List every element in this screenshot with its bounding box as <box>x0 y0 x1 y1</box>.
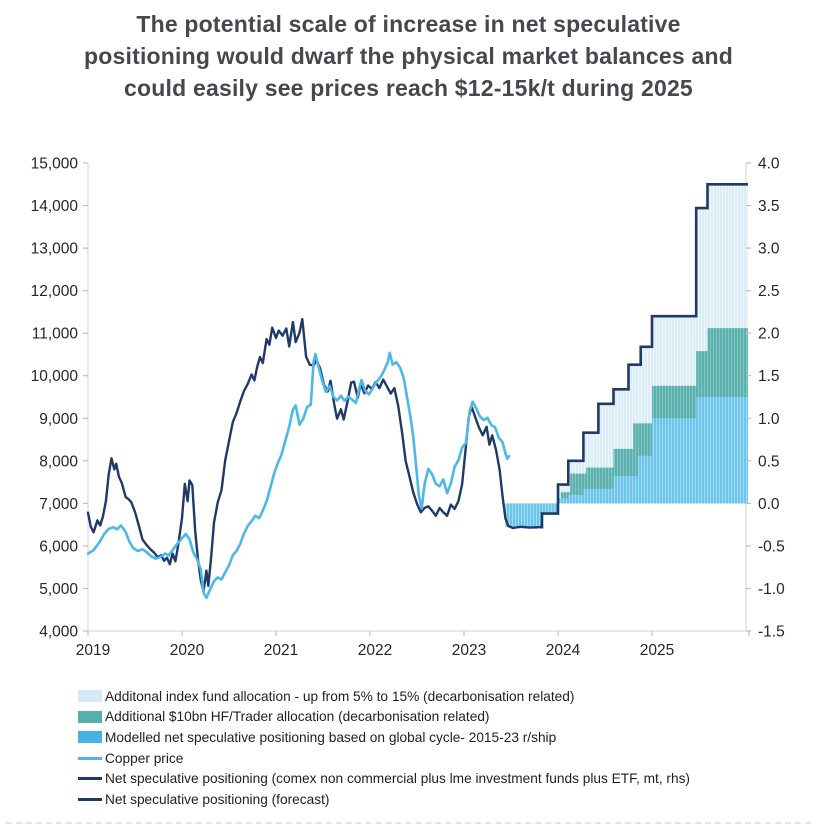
x-axis-tick-label: 2022 <box>358 642 392 659</box>
legend-index-fund-allocation-swatch <box>78 690 102 703</box>
right-axis-tick-label: 3.5 <box>758 198 780 215</box>
chart-title-line-2: positioning would dwarf the physical mar… <box>84 43 733 69</box>
legend-copper-price-swatch <box>78 756 102 760</box>
left-axis-tick-label: 14,000 <box>31 198 79 215</box>
legend-net-spec-forecast-swatch <box>78 797 102 801</box>
right-axis-tick-label: 1.0 <box>758 411 780 428</box>
right-axis-tick-label: 1.5 <box>758 368 780 385</box>
net-spec-positioning-line <box>86 317 542 593</box>
right-axis-tick-label: 2.5 <box>758 283 780 300</box>
x-axis-tick-label: 2020 <box>170 642 205 659</box>
x-axis-tick-label: 2021 <box>264 642 298 659</box>
right-axis: 4.0 3.5 3.0 2.5 2.0 1.5 1.0 0.5 0.0 -0.5 -1.0 -1.5 <box>746 156 785 641</box>
legend-index-fund-allocation-label: Additonal index fund allocation - up fro… <box>105 688 575 704</box>
left-axis-tick-label: 12,000 <box>31 283 79 300</box>
net-spec-forecast-line <box>540 183 748 529</box>
x-axis: 2019 2020 2021 2022 2023 2024 2025 <box>76 631 750 659</box>
legend-hf-trader-allocation: Additional $10bn HF/Trader allocation (d… <box>78 707 798 728</box>
legend-copper-price-label: Copper price <box>105 750 184 766</box>
legend-net-spec-positioning: Net speculative positioning (comex non c… <box>78 768 798 789</box>
left-axis-tick-label: 15,000 <box>31 156 79 173</box>
left-axis-tick-label: 9,000 <box>39 411 78 428</box>
right-axis-tick-label: 0.5 <box>758 453 780 470</box>
x-axis-tick-label: 2023 <box>452 642 486 659</box>
chart-legend: Additonal index fund allocation - up fro… <box>78 686 798 810</box>
x-axis-tick-label: 2025 <box>640 642 674 659</box>
legend-net-spec-positioning-swatch <box>78 777 102 781</box>
right-axis-tick-label: 4.0 <box>758 156 780 173</box>
left-axis-tick-label: 8,000 <box>39 453 78 470</box>
bottom-divider <box>6 822 811 824</box>
left-axis-tick-label: 4,000 <box>39 624 78 641</box>
legend-modelled-positioning-swatch <box>78 731 102 744</box>
right-axis-tick-label: 2.0 <box>758 326 780 343</box>
x-axis-tick-label: 2019 <box>76 642 110 659</box>
left-axis-tick-label: 10,000 <box>31 368 79 385</box>
right-axis-tick-label: 0.0 <box>758 496 780 513</box>
positioning-scenario-chart: 15,000 14,000 13,000 12,000 11,000 10,000 9,00… <box>31 156 786 660</box>
left-axis: 15,000 14,000 13,000 12,000 11,000 10,000 9,00… <box>31 156 88 641</box>
left-axis-tick-label: 7,000 <box>39 496 78 513</box>
left-axis-tick-label: 5,000 <box>39 581 78 598</box>
right-axis-tick-label: 3.0 <box>758 241 780 258</box>
copper-price-line <box>86 351 511 600</box>
right-axis-tick-label: -1.0 <box>758 581 785 598</box>
legend-copper-price: Copper price <box>78 748 798 769</box>
legend-hf-trader-allocation-label: Additional $10bn HF/Trader allocation (d… <box>105 709 490 725</box>
legend-index-fund-allocation: Additonal index fund allocation - up fro… <box>78 686 798 707</box>
left-axis-tick-label: 13,000 <box>31 241 79 258</box>
legend-modelled-positioning-label: Modelled net speculative positioning bas… <box>105 729 557 745</box>
chart-title: The potential scale of increase in net s… <box>0 8 817 104</box>
chart-title-line-1: The potential scale of increase in net s… <box>136 11 681 37</box>
chart-title-line-3: could easily see prices reach $12-15k/t … <box>124 75 693 101</box>
legend-net-spec-forecast: Net speculative positioning (forecast) <box>78 789 798 810</box>
left-axis-tick-label: 6,000 <box>39 538 78 555</box>
legend-net-spec-forecast-label: Net speculative positioning (forecast) <box>105 791 330 807</box>
legend-modelled-positioning: Modelled net speculative positioning bas… <box>78 727 798 748</box>
x-axis-tick-label: 2024 <box>546 642 581 659</box>
right-axis-tick-label: -0.5 <box>758 538 785 555</box>
left-axis-tick-label: 11,000 <box>32 326 79 343</box>
legend-net-spec-positioning-label: Net speculative positioning (comex non c… <box>105 771 690 787</box>
legend-hf-trader-allocation-swatch <box>78 710 102 723</box>
modelled-area <box>505 397 748 528</box>
right-axis-tick-label: -1.5 <box>758 624 785 641</box>
